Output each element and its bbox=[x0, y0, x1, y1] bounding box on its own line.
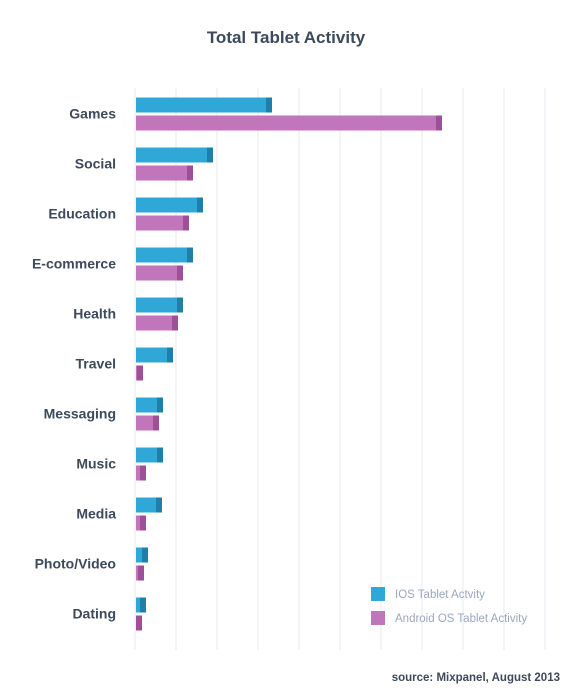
legend: IOS Tablet Actvity Android OS Tablet Act… bbox=[371, 587, 527, 625]
bar-ios bbox=[136, 147, 213, 163]
bar-ios bbox=[136, 397, 163, 413]
bar-fill bbox=[136, 215, 189, 231]
bar-fill bbox=[136, 147, 213, 163]
bar-ios bbox=[136, 497, 162, 513]
bar-end bbox=[177, 265, 183, 281]
bar-end bbox=[266, 97, 272, 113]
bar-fill bbox=[136, 297, 183, 313]
bar-end bbox=[137, 365, 143, 381]
category-label: Games bbox=[69, 106, 116, 122]
bar-android bbox=[136, 365, 143, 381]
bar-end bbox=[156, 497, 162, 513]
bar-android bbox=[136, 165, 193, 181]
bar-fill bbox=[136, 115, 442, 131]
bar-end bbox=[167, 347, 173, 363]
bar-fill bbox=[136, 497, 162, 513]
bar-end bbox=[436, 115, 442, 131]
bar-ios bbox=[136, 347, 173, 363]
category-labels: Games Social Education E-commerce Health Trav… bbox=[32, 106, 116, 622]
bar-fill bbox=[136, 97, 272, 113]
category-label: Photo/Video bbox=[35, 556, 116, 572]
bar-android bbox=[136, 315, 178, 331]
category-label: Messaging bbox=[44, 406, 116, 422]
category-label: Social bbox=[75, 156, 116, 172]
bar-end bbox=[138, 565, 144, 581]
category-label: Education bbox=[48, 206, 116, 222]
grid bbox=[134, 88, 546, 650]
bar-ios bbox=[136, 97, 272, 113]
bar-android bbox=[136, 615, 142, 631]
category-label: Media bbox=[76, 506, 116, 522]
bar-fill bbox=[136, 165, 193, 181]
bar-ios bbox=[136, 247, 193, 263]
bar-end bbox=[157, 397, 163, 413]
bar-fill bbox=[136, 315, 178, 331]
bar-end bbox=[153, 415, 159, 431]
bar-fill bbox=[136, 447, 163, 463]
bar-end bbox=[183, 215, 189, 231]
bar-end bbox=[157, 447, 163, 463]
chart-title: Total Tablet Activity bbox=[207, 28, 366, 47]
bar-fill bbox=[136, 397, 163, 413]
legend-label-android: Android OS Tablet Activity bbox=[395, 613, 527, 625]
bar-end bbox=[140, 465, 146, 481]
bar-end bbox=[140, 597, 146, 613]
category-label: E-commerce bbox=[32, 256, 116, 272]
legend-swatch-android bbox=[371, 611, 385, 625]
bar-fill bbox=[136, 197, 203, 213]
bar-fill bbox=[136, 247, 193, 263]
bar-android bbox=[136, 515, 146, 531]
bar-ios bbox=[136, 297, 183, 313]
bar-end bbox=[207, 147, 213, 163]
bars bbox=[136, 97, 442, 631]
bar-android bbox=[136, 265, 183, 281]
bar-end bbox=[172, 315, 178, 331]
category-label: Travel bbox=[76, 356, 116, 372]
bar-android bbox=[136, 415, 159, 431]
bar-end bbox=[136, 615, 142, 631]
category-label: Dating bbox=[72, 606, 116, 622]
bar-end bbox=[177, 297, 183, 313]
bar-ios bbox=[136, 447, 163, 463]
bar-android bbox=[136, 115, 442, 131]
bar-end bbox=[142, 547, 148, 563]
bar-ios bbox=[136, 597, 146, 613]
legend-label-ios: IOS Tablet Actvity bbox=[395, 589, 485, 601]
bar-android bbox=[136, 215, 189, 231]
bar-android bbox=[136, 565, 144, 581]
category-label: Health bbox=[73, 306, 116, 322]
bar-end bbox=[187, 165, 193, 181]
bar-end bbox=[197, 197, 203, 213]
bar-ios bbox=[136, 197, 203, 213]
category-label: Music bbox=[76, 456, 116, 472]
bar-end bbox=[187, 247, 193, 263]
bar-end bbox=[140, 515, 146, 531]
legend-swatch-ios bbox=[371, 587, 385, 601]
bar-fill bbox=[136, 265, 183, 281]
bar-ios bbox=[136, 547, 148, 563]
bar-fill bbox=[136, 347, 173, 363]
source-note: source: Mixpanel, August 2013 bbox=[392, 672, 560, 684]
bar-android bbox=[136, 465, 146, 481]
